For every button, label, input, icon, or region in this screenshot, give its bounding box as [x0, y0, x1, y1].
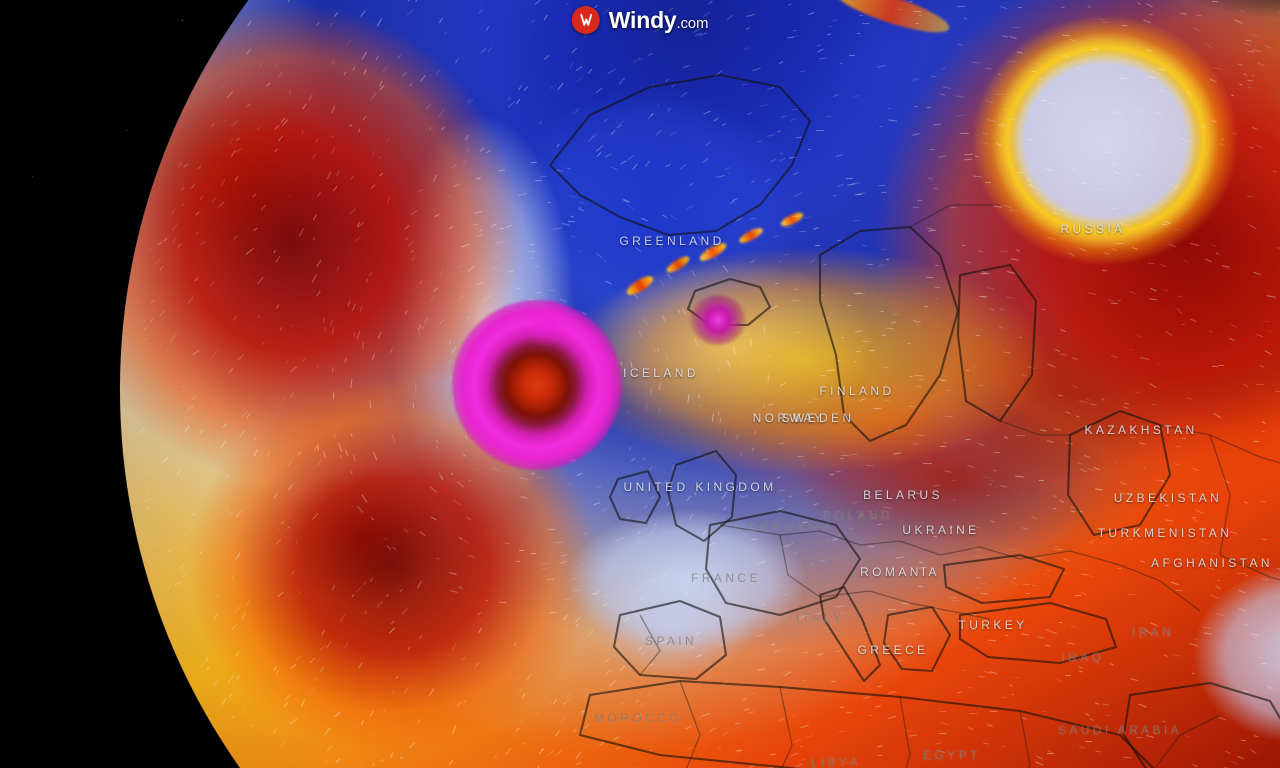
windy-brand[interactable]: Windy.com: [571, 6, 709, 34]
globe-limb-shading: [120, 0, 1280, 768]
secondary-cyclone: [690, 295, 746, 345]
brand-tld: .com: [676, 14, 709, 32]
brand-wordmark: Windy.com: [609, 7, 709, 34]
star: [32, 175, 34, 177]
windy-logo-icon: [571, 6, 600, 34]
brand-name: Windy: [608, 6, 677, 33]
earth-globe[interactable]: [120, 0, 1280, 768]
